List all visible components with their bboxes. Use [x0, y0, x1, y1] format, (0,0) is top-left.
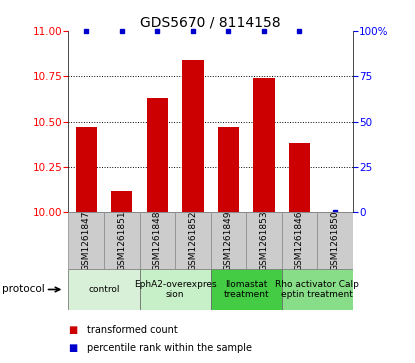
Bar	[146, 98, 168, 212]
Bar	[246, 212, 282, 269]
Text: GSM1261853: GSM1261853	[259, 210, 269, 271]
Bar	[111, 191, 132, 212]
Bar	[282, 269, 353, 310]
Text: GSM1261848: GSM1261848	[153, 210, 162, 271]
Text: GSM1261850: GSM1261850	[330, 210, 339, 271]
Bar	[76, 127, 97, 212]
Text: GSM1261851: GSM1261851	[117, 210, 126, 271]
Bar	[218, 127, 239, 212]
Bar	[175, 212, 211, 269]
Bar	[182, 60, 203, 212]
Bar	[282, 212, 317, 269]
Bar	[289, 143, 310, 212]
Text: Rho activator Calp
eptin treatment: Rho activator Calp eptin treatment	[275, 280, 359, 299]
Text: Ilomastat
treatment: Ilomastat treatment	[223, 280, 269, 299]
Bar	[210, 269, 282, 310]
Bar	[253, 78, 275, 212]
Text: GSM1261846: GSM1261846	[295, 210, 304, 271]
Text: protocol: protocol	[2, 285, 45, 294]
Bar	[104, 212, 139, 269]
Text: transformed count: transformed count	[87, 325, 178, 335]
Text: control: control	[88, 285, 120, 294]
Text: GSM1261852: GSM1261852	[188, 210, 198, 271]
Bar	[210, 212, 246, 269]
Bar	[68, 269, 139, 310]
Text: percentile rank within the sample: percentile rank within the sample	[87, 343, 252, 354]
Text: GSM1261847: GSM1261847	[82, 210, 91, 271]
Text: ■: ■	[68, 343, 78, 354]
Bar	[139, 269, 210, 310]
Bar	[317, 212, 353, 269]
Text: ■: ■	[68, 325, 78, 335]
Bar	[139, 212, 175, 269]
Text: EphA2-overexpres
sion: EphA2-overexpres sion	[134, 280, 216, 299]
Title: GDS5670 / 8114158: GDS5670 / 8114158	[140, 16, 281, 30]
Text: GSM1261849: GSM1261849	[224, 210, 233, 271]
Bar	[68, 212, 104, 269]
